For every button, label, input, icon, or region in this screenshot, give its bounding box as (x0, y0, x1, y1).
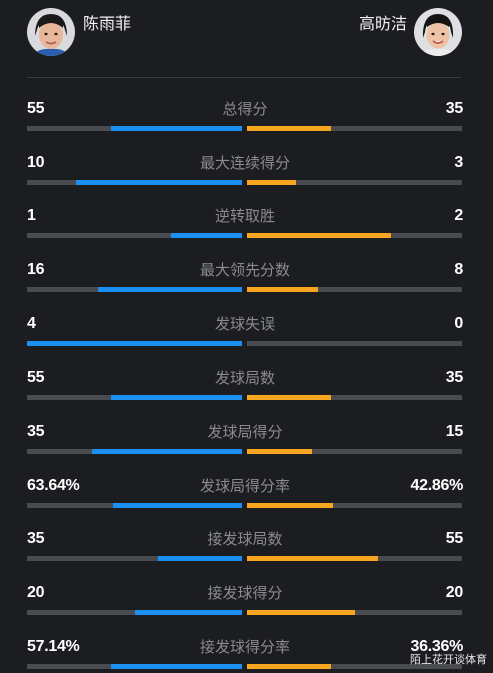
stat-left-value: 1 (27, 207, 36, 224)
stat-row: 55 发球局数 35 (27, 368, 463, 408)
stat-left-bar-fill (113, 503, 242, 508)
stat-row: 57.14% 接发球得分率 36.36% (27, 637, 463, 673)
match-header: 陈雨菲 高昉洁 (0, 0, 493, 78)
stat-left-bar-track (27, 395, 242, 400)
stat-left-value: 63.64% (27, 477, 80, 494)
stat-left-bar-fill (110, 126, 242, 131)
stat-row: 4 发球失误 0 (27, 314, 463, 354)
player-left-avatar[interactable] (27, 8, 75, 56)
stat-left-bar-track (27, 126, 242, 131)
stat-right-value: 35 (445, 100, 464, 117)
stat-right-bar-track (247, 341, 462, 346)
stat-label: 最大领先分数 (199, 261, 290, 279)
stat-label: 接发球局数 (207, 530, 283, 548)
stat-right-bar-track (247, 233, 462, 238)
stat-right-bar-fill (247, 664, 331, 669)
stat-label: 发球局数 (214, 369, 275, 387)
stat-right-bar-fill (247, 180, 297, 185)
stat-left-bar-track (27, 556, 242, 561)
stat-right-bar-fill (247, 395, 331, 400)
stat-right-bar-fill (247, 287, 318, 292)
stat-left-value: 4 (27, 315, 36, 332)
stat-right-bar-fill (247, 503, 333, 508)
player-right-photo-icon (414, 8, 462, 56)
stat-label: 发球失误 (214, 315, 275, 333)
stat-left-bar-track (27, 180, 242, 185)
stat-left-bar-fill (110, 395, 242, 400)
stat-row: 20 接发球得分 20 (27, 583, 463, 623)
stat-right-bar-fill (247, 449, 312, 454)
stat-left-bar-track (27, 233, 242, 238)
stat-label: 发球局得分 (207, 423, 283, 441)
stat-row: 1 逆转取胜 2 (27, 206, 463, 246)
stat-left-value: 57.14% (27, 638, 80, 655)
stat-row: 63.64% 发球局得分率 42.86% (27, 476, 463, 516)
player-left-photo-icon (27, 8, 75, 56)
stat-right-bar-track (247, 610, 462, 615)
stat-right-value: 35 (445, 369, 464, 386)
stat-left-value: 16 (27, 261, 45, 278)
player-right-avatar[interactable] (414, 8, 462, 56)
stat-right-value: 3 (454, 154, 463, 171)
stat-left-value: 55 (27, 369, 45, 386)
player-right-name: 高昉洁 (358, 14, 407, 33)
stat-left-value: 10 (27, 154, 45, 171)
stat-row: 10 最大连续得分 3 (27, 153, 463, 193)
stat-left-bar-track (27, 287, 242, 292)
stat-row: 35 接发球局数 55 (27, 529, 463, 569)
stat-label: 发球局得分率 (199, 477, 290, 495)
stat-left-bar-track (27, 664, 242, 669)
stat-right-bar-track (247, 287, 462, 292)
stat-left-bar-track (27, 449, 242, 454)
stat-right-bar-track (247, 180, 462, 185)
stat-right-bar-track (247, 449, 462, 454)
stat-left-value: 55 (27, 100, 45, 117)
stat-row: 16 最大领先分数 8 (27, 260, 463, 300)
stat-left-bar-fill (158, 556, 242, 561)
stat-right-value: 55 (445, 530, 464, 547)
stat-left-bar-track (27, 610, 242, 615)
stat-label: 最大连续得分 (199, 154, 290, 172)
stat-right-bar-fill (247, 610, 355, 615)
stat-label: 总得分 (222, 100, 268, 118)
stat-left-value: 20 (27, 584, 45, 601)
header-divider (27, 77, 461, 78)
stat-right-value: 36.36% (410, 638, 464, 655)
stat-label: 接发球得分 (207, 584, 283, 602)
stat-right-value: 8 (454, 261, 463, 278)
stat-left-value: 35 (27, 423, 45, 440)
stat-left-bar-fill (110, 664, 242, 669)
stat-right-bar-track (247, 395, 462, 400)
stat-right-bar-track (247, 556, 462, 561)
stat-right-value: 15 (445, 423, 464, 440)
stat-right-bar-track (247, 126, 462, 131)
stat-right-bar-track (247, 664, 462, 669)
stat-right-value: 20 (445, 584, 464, 601)
stat-left-bar-fill (76, 180, 242, 185)
stat-right-value: 42.86% (410, 477, 464, 494)
stat-right-value: 2 (454, 207, 463, 224)
stat-left-bar-track (27, 341, 242, 346)
stat-left-bar-fill (27, 341, 242, 346)
stat-right-bar-track (247, 503, 462, 508)
stat-row: 55 总得分 35 (27, 99, 463, 139)
watermark-text: 陌上花开谈体育 (410, 653, 487, 666)
stat-left-bar-track (27, 503, 242, 508)
stat-right-value: 0 (454, 315, 463, 332)
stat-left-bar-fill (91, 449, 242, 454)
stat-left-bar-fill (171, 233, 242, 238)
stat-label: 接发球得分率 (199, 638, 290, 656)
player-left-name: 陈雨菲 (83, 14, 132, 33)
stat-right-bar-fill (247, 233, 392, 238)
stat-left-value: 35 (27, 530, 45, 547)
stat-left-bar-fill (97, 287, 242, 292)
stat-label: 逆转取胜 (214, 207, 275, 225)
stat-right-bar-fill (247, 556, 379, 561)
stat-left-bar-fill (134, 610, 242, 615)
stat-right-bar-fill (247, 126, 331, 131)
stat-row: 35 发球局得分 15 (27, 422, 463, 462)
